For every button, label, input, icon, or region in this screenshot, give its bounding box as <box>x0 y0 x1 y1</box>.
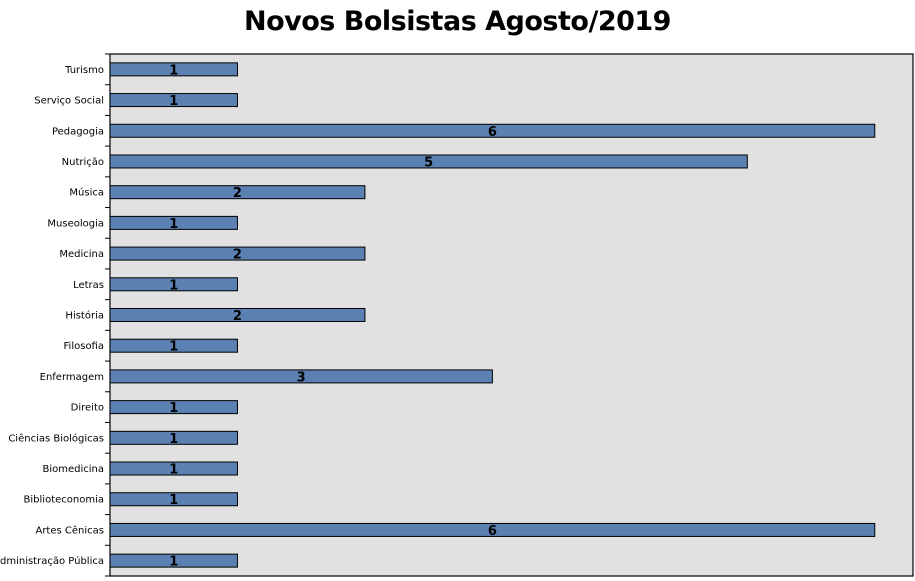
data-label: 1 <box>169 463 178 478</box>
bar <box>109 492 238 507</box>
category-label: História <box>65 310 104 322</box>
bar <box>109 185 366 200</box>
category-label: Serviço Social <box>34 96 104 107</box>
bar <box>109 400 238 415</box>
bar <box>109 430 238 445</box>
bar <box>109 369 493 384</box>
category-label: Pedagogia <box>52 126 104 137</box>
bar <box>109 522 876 537</box>
data-label: 2 <box>233 309 242 324</box>
data-label: 1 <box>169 555 178 570</box>
category-label: Turismo <box>64 65 104 76</box>
bar <box>109 62 238 77</box>
chart-title: Novos Bolsistas Agosto/2019 <box>244 6 671 37</box>
data-label: 1 <box>169 278 178 293</box>
bar <box>109 123 876 138</box>
category-label: Museologia <box>47 218 104 229</box>
bar <box>109 461 238 476</box>
category-label: Ciências Biológicas <box>8 432 104 444</box>
bar <box>109 154 748 169</box>
data-label: 1 <box>169 432 178 447</box>
category-label: Biomedicina <box>42 464 104 475</box>
data-label: 1 <box>169 340 178 355</box>
bar <box>109 215 238 230</box>
bar <box>109 93 238 108</box>
data-label: 6 <box>488 524 497 539</box>
data-label: 1 <box>169 401 178 416</box>
bar <box>109 553 238 568</box>
category-label: Letras <box>73 280 104 291</box>
category-label: Artes Cênicas <box>35 524 104 536</box>
bar <box>109 246 366 261</box>
bar <box>109 308 366 322</box>
bar <box>109 338 238 353</box>
category-label: Nutrição <box>62 157 104 168</box>
data-label: 1 <box>169 94 178 109</box>
data-label: 2 <box>233 248 242 263</box>
category-label: Administração Pública <box>0 555 104 567</box>
category-label: Filosofia <box>64 341 104 352</box>
data-label: 1 <box>169 63 178 78</box>
category-label: Medicina <box>59 249 104 260</box>
data-label: 3 <box>297 370 306 385</box>
data-label: 1 <box>169 217 178 232</box>
category-label: Música <box>69 187 104 199</box>
data-label: 1 <box>169 493 178 508</box>
data-label: 5 <box>424 155 433 170</box>
data-label: 6 <box>488 125 497 140</box>
category-label: Enfermagem <box>40 372 104 383</box>
category-label: Direito <box>71 403 104 414</box>
category-label: Biblioteconomia <box>24 495 104 506</box>
bar <box>109 277 238 292</box>
data-label: 2 <box>233 186 242 201</box>
